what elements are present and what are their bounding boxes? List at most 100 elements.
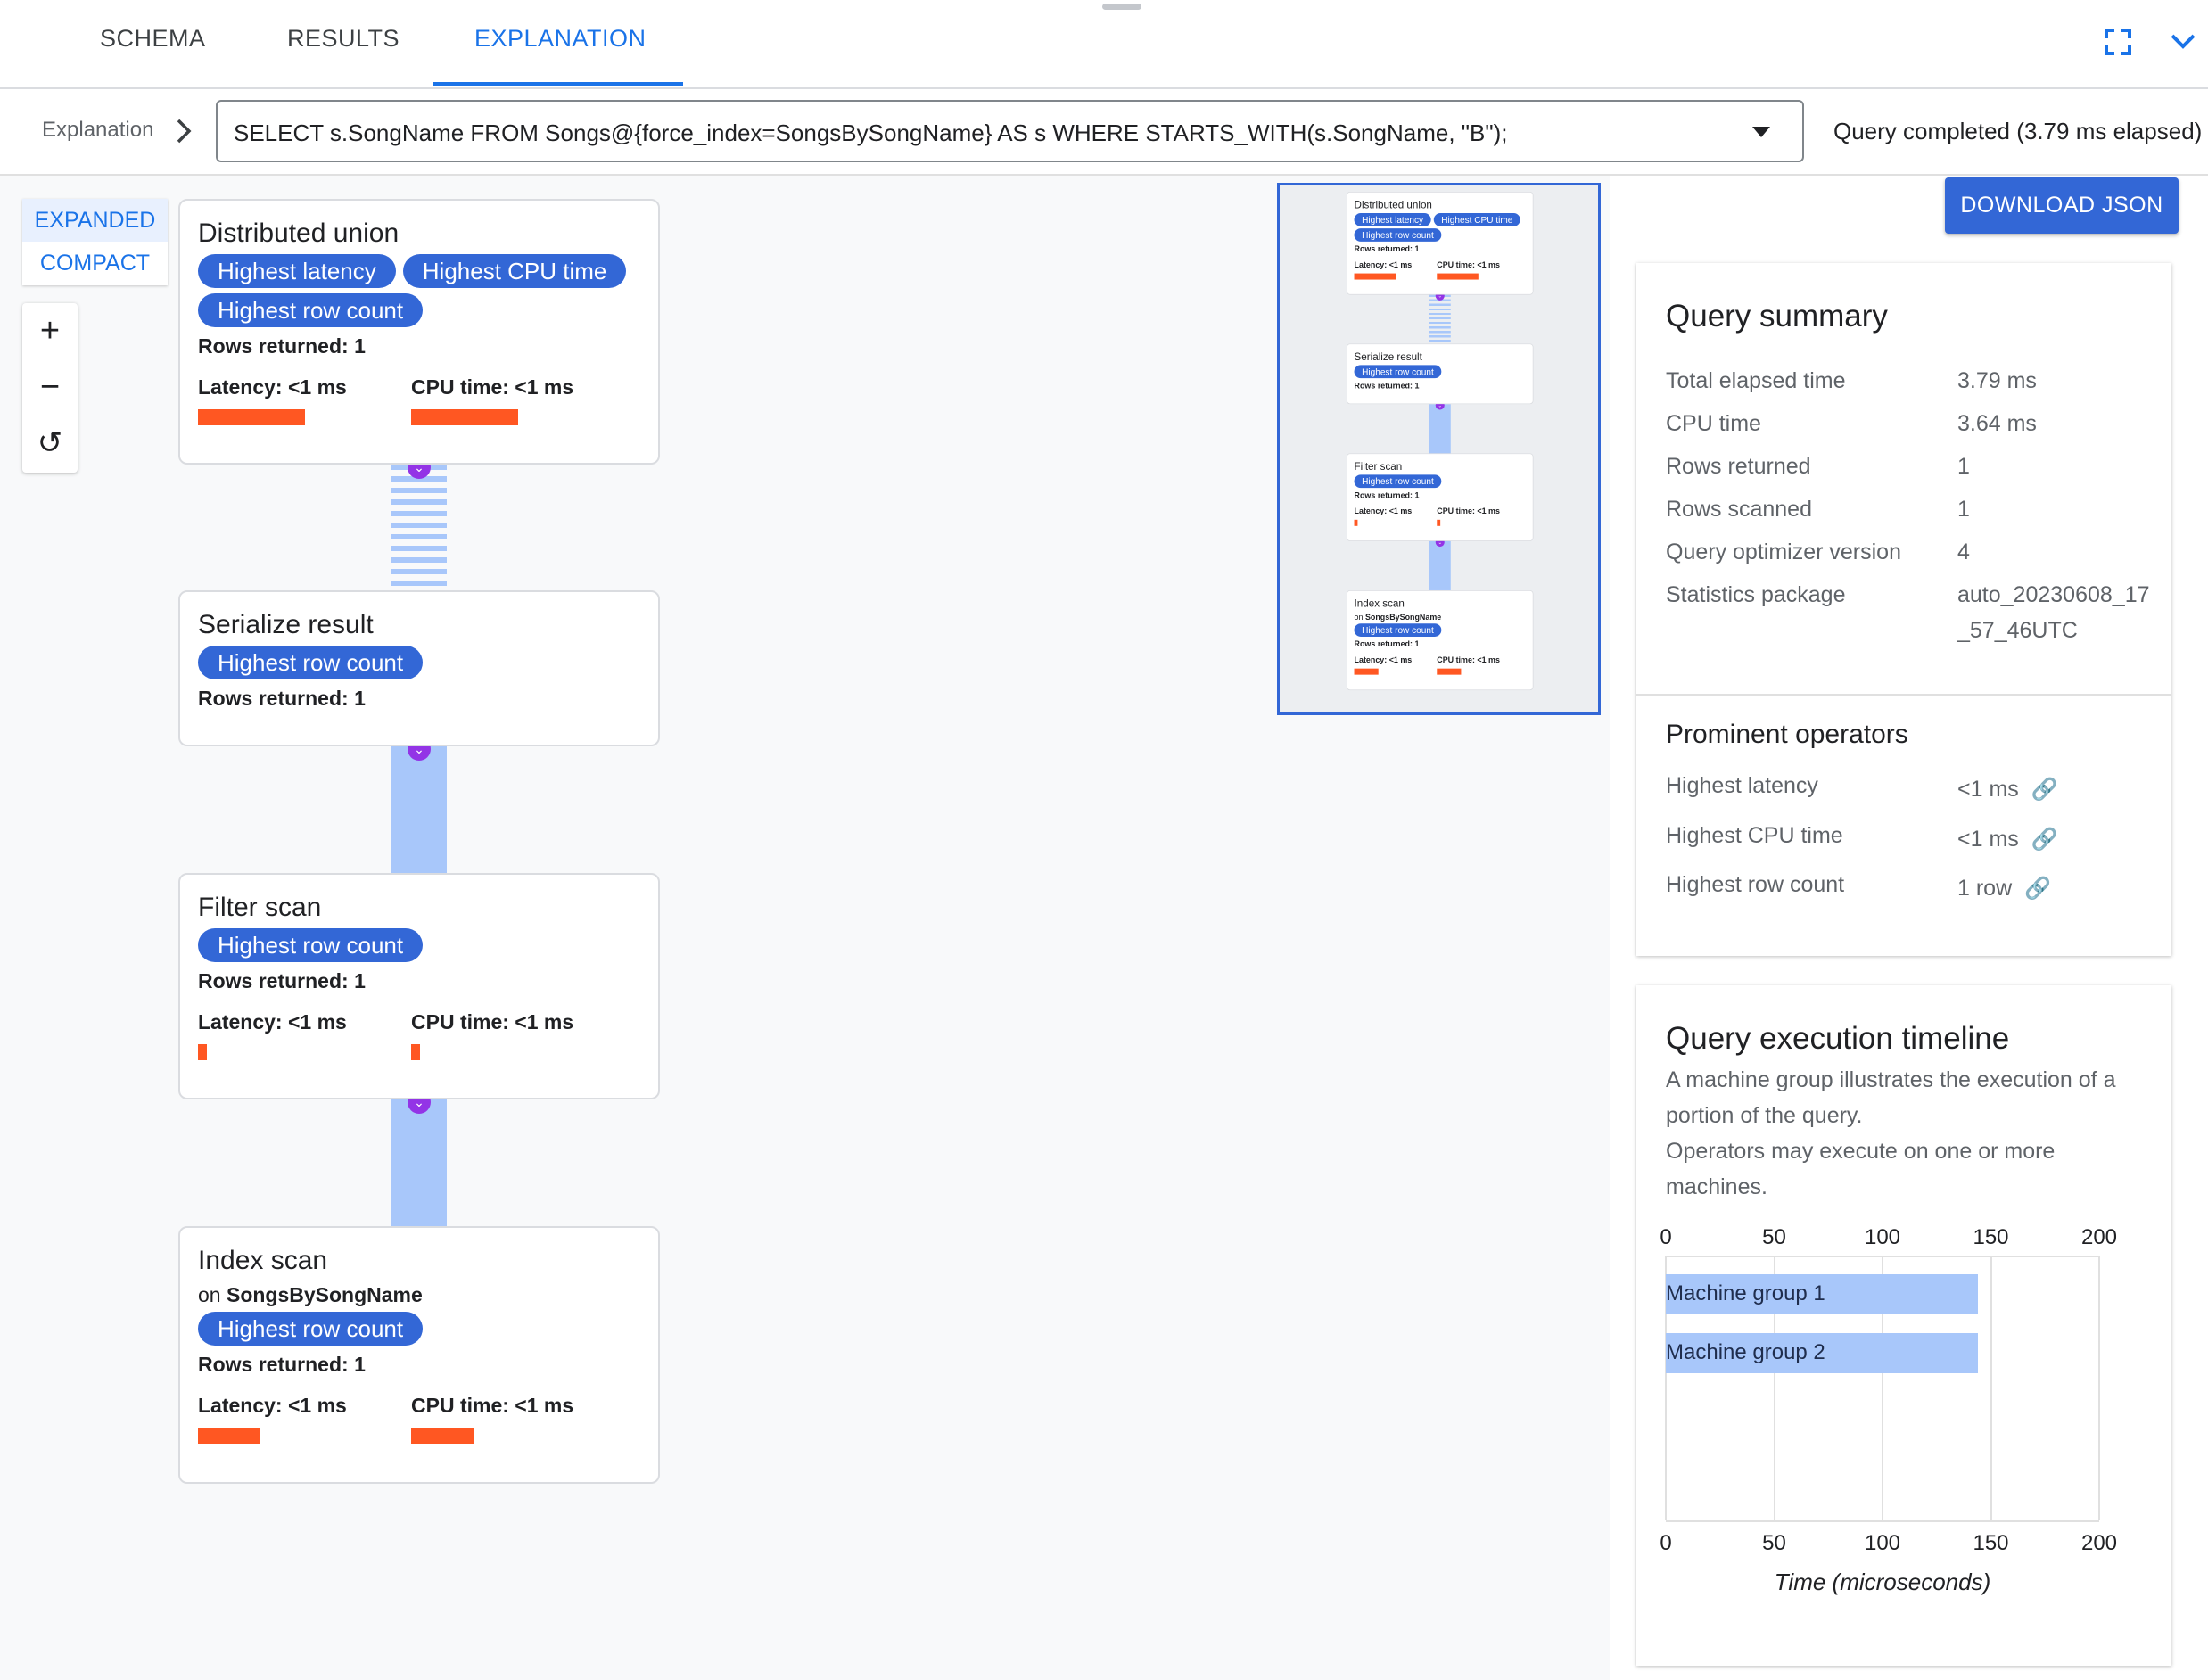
prominent-label: Highest latency (1666, 773, 1818, 798)
query-timeline-card: Query execution timeline A machine group… (1636, 985, 2171, 1666)
node-index-scan: Index scan on SongsBySongName Highest ro… (1347, 589, 1534, 691)
tab-results[interactable]: RESULTS (287, 25, 400, 52)
x-tick-label-bottom: 200 (2080, 1531, 2118, 1555)
cpu-bar (1437, 273, 1479, 280)
reset-zoom-button[interactable]: ↺ (37, 426, 63, 460)
chevron-down-icon[interactable] (2171, 32, 2196, 50)
breadcrumb[interactable]: Explanation (42, 118, 154, 142)
chip-highest-row-count: Highest row count (1354, 365, 1442, 379)
chip-highest-row-count: Highest row count (1354, 623, 1442, 637)
node-filter-scan[interactable]: Filter scan Highest row count Rows retur… (178, 873, 660, 1099)
download-json-button[interactable]: DOWNLOAD JSON (1945, 177, 2179, 234)
minimap[interactable]: ⌄ ⌄ ⌄ Distributed union Highest latency … (1277, 183, 1601, 715)
timeline-description: A machine group illustrates the executio… (1666, 1067, 2116, 1128)
timeline-title: Query execution timeline (1666, 1021, 2010, 1056)
connector-edge: ⌄ (1429, 538, 1451, 590)
cpu-label: CPU time: <1 ms (411, 375, 574, 399)
cpu-label: CPU time: <1 ms (411, 1010, 574, 1034)
summary-value: auto_20230608_17_57_46UTC (1957, 582, 2150, 643)
summary-label: CPU time (1666, 411, 1761, 436)
zoom-in-button[interactable]: + (39, 312, 61, 350)
cpu-bar (1437, 519, 1440, 526)
x-tick-label-bottom: 100 (1864, 1531, 1901, 1555)
zoom-controls: + − ↺ (22, 303, 78, 473)
chip-highest-row-count: Highest row count (1354, 228, 1442, 242)
node-filter-scan: Filter scan Highest row count Rows retur… (1347, 453, 1534, 541)
chip-highest-row-count: Highest row count (198, 928, 424, 962)
summary-value: 3.79 ms (1957, 368, 2037, 393)
summary-value: 4 (1957, 539, 1970, 564)
drag-handle[interactable] (1102, 4, 1141, 10)
gridline (1990, 1256, 1992, 1520)
fullscreen-icon[interactable] (2105, 29, 2131, 55)
latency-bar (198, 1428, 260, 1444)
cpu-bar (1437, 668, 1462, 675)
cpu-bar (411, 1428, 474, 1444)
x-tick-label-bottom: 0 (1660, 1531, 1672, 1555)
latency-bar (198, 1044, 207, 1060)
timeline-chart: 0 0 50 50 100 100 150 150 200 200 Machine group 1 M… (1636, 985, 2171, 1666)
node-title: Filter scan (1354, 460, 1403, 473)
latency-bar (198, 409, 305, 425)
node-title: Distributed union (198, 218, 400, 248)
node-serialize-result[interactable]: Serialize result Highest row count Rows … (178, 590, 660, 746)
tab-explanation[interactable]: EXPLANATION (474, 25, 647, 52)
x-tick-label-bottom: 50 (1762, 1531, 1786, 1555)
gridline (1882, 1256, 1883, 1520)
latency-label: Latency: <1 ms (1354, 506, 1413, 516)
link-icon[interactable]: 🔗 (2031, 828, 2058, 852)
node-distributed-union[interactable]: Distributed union Highest latency Highes… (178, 199, 660, 465)
gridline (1773, 1256, 1775, 1520)
rows-returned: Rows returned: 1 (1354, 243, 1420, 254)
axis-top (1666, 1256, 2099, 1257)
active-tab-indicator (433, 82, 683, 86)
node-title: Distributed union (1354, 199, 1432, 211)
header-divider (0, 87, 2208, 89)
timeline-description: Operators may execute on one or more mac… (1666, 1139, 2056, 1199)
rows-returned: Rows returned: 1 (198, 1353, 366, 1376)
bar-label: Machine group 2 (1666, 1340, 1825, 1364)
summary-value: 3.64 ms (1957, 411, 2037, 436)
latency-label: Latency: <1 ms (198, 1394, 347, 1417)
summary-label: Statistics package (1666, 582, 1846, 607)
cpu-label: CPU time: <1 ms (1437, 655, 1500, 665)
link-icon[interactable]: 🔗 (2031, 778, 2058, 802)
axis-bottom (1666, 1520, 2099, 1522)
node-serialize-result: Serialize result Highest row count Rows … (1347, 343, 1534, 405)
connector-edge: ⌄ (1429, 291, 1451, 344)
zoom-out-button[interactable]: − (39, 368, 61, 406)
tab-schema[interactable]: SCHEMA (100, 25, 206, 52)
latency-bar (1354, 273, 1396, 280)
prominent-label: Highest CPU time (1666, 823, 1843, 848)
summary-value: 1 (1957, 497, 1970, 522)
x-tick-label-top: 150 (1973, 1225, 2009, 1249)
node-index-scan[interactable]: Index scan on SongsBySongName Highest ro… (178, 1226, 660, 1484)
node-title: Index scan (1354, 597, 1405, 610)
cpu-label: CPU time: <1 ms (1437, 259, 1500, 269)
cpu-bar (411, 1044, 420, 1060)
toolbar-divider (0, 174, 2208, 176)
latency-label: Latency: <1 ms (198, 1010, 347, 1034)
summary-label: Rows returned (1666, 454, 1811, 479)
chip-highest-row-count: Highest row count (198, 293, 424, 327)
latency-label: Latency: <1 ms (1354, 655, 1413, 665)
chevron-down-icon: ⌄ (1435, 291, 1445, 301)
compact-button[interactable]: COMPACT (39, 251, 151, 276)
link-icon[interactable]: 🔗 (2024, 877, 2052, 901)
latency-bar (1354, 519, 1358, 526)
expanded-button[interactable]: EXPANDED (22, 199, 168, 242)
node-title: Serialize result (1354, 350, 1422, 363)
cpu-label: CPU time: <1 ms (411, 1394, 574, 1417)
node-title: Serialize result (198, 610, 374, 639)
connector-edge: ⌄ (391, 456, 447, 590)
rows-returned: Rows returned: 1 (198, 334, 366, 358)
index-name: SongsBySongName (1364, 612, 1442, 622)
view-mode-toggle: EXPANDED COMPACT (22, 199, 168, 285)
connector-edge: ⌄ (391, 1091, 447, 1226)
latency-label: Latency: <1 ms (1354, 259, 1413, 269)
connector-edge: ⌄ (1429, 400, 1451, 454)
rows-returned: Rows returned: 1 (1354, 490, 1420, 500)
chevron-down-icon: ⌄ (1435, 400, 1445, 410)
query-select[interactable]: SELECT s.SongName FROM Songs@{force_inde… (216, 100, 1804, 162)
query-summary-card: Query summary Total elapsed time 3.79 ms… (1636, 263, 2171, 956)
